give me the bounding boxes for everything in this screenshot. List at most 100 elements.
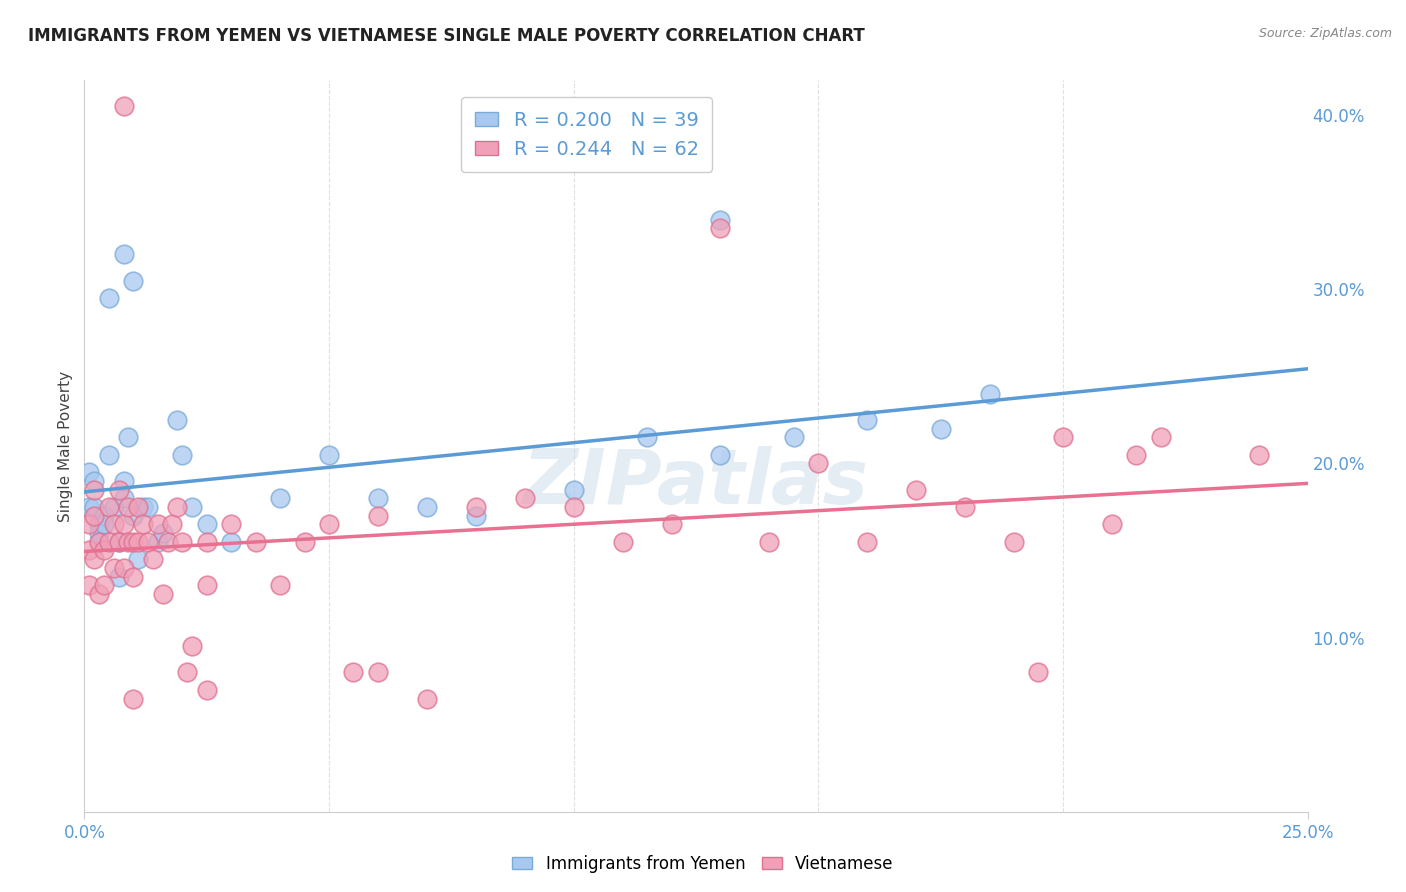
Point	[1028, 665, 1050, 680]
Point	[87, 534, 110, 549]
Point	[1101, 517, 1123, 532]
Point	[416, 691, 439, 706]
Point	[807, 457, 830, 471]
Point	[1150, 430, 1173, 444]
Point	[269, 491, 291, 506]
Point	[112, 561, 135, 575]
Point	[112, 99, 135, 113]
Point	[103, 561, 125, 575]
Point	[112, 247, 135, 261]
Point	[1247, 448, 1270, 462]
Point	[636, 430, 658, 444]
Point	[93, 517, 115, 532]
Point	[87, 517, 110, 532]
Point	[562, 500, 585, 514]
Point	[136, 500, 159, 514]
Point	[122, 691, 145, 706]
Point	[122, 274, 145, 288]
Point	[146, 517, 169, 532]
Point	[97, 448, 120, 462]
Text: Source: ZipAtlas.com: Source: ZipAtlas.com	[1258, 27, 1392, 40]
Point	[127, 500, 149, 514]
Point	[245, 534, 267, 549]
Point	[112, 517, 135, 532]
Point	[107, 483, 129, 497]
Point	[152, 526, 174, 541]
Point	[77, 500, 100, 514]
Point	[136, 534, 159, 549]
Point	[367, 508, 389, 523]
Legend: R = 0.200   N = 39, R = 0.244   N = 62: R = 0.200 N = 39, R = 0.244 N = 62	[461, 97, 713, 172]
Point	[93, 578, 115, 592]
Point	[1052, 430, 1074, 444]
Point	[219, 517, 242, 532]
Point	[87, 534, 110, 549]
Point	[87, 526, 110, 541]
Point	[132, 500, 155, 514]
Text: ZIPatlas: ZIPatlas	[523, 446, 869, 519]
Point	[269, 578, 291, 592]
Point	[195, 578, 218, 592]
Point	[122, 534, 145, 549]
Point	[856, 534, 879, 549]
Point	[416, 500, 439, 514]
Point	[905, 483, 928, 497]
Point	[367, 665, 389, 680]
Point	[195, 682, 218, 697]
Point	[83, 508, 105, 523]
Point	[93, 543, 115, 558]
Point	[97, 500, 120, 514]
Text: IMMIGRANTS FROM YEMEN VS VIETNAMESE SINGLE MALE POVERTY CORRELATION CHART: IMMIGRANTS FROM YEMEN VS VIETNAMESE SING…	[28, 27, 865, 45]
Point	[107, 569, 129, 583]
Point	[117, 500, 139, 514]
Point	[117, 534, 139, 549]
Point	[77, 465, 100, 479]
Point	[318, 517, 340, 532]
Point	[166, 413, 188, 427]
Point	[176, 665, 198, 680]
Point	[107, 534, 129, 549]
Point	[953, 500, 976, 514]
Point	[783, 430, 806, 444]
Point	[342, 665, 364, 680]
Point	[103, 517, 125, 532]
Point	[709, 221, 731, 235]
Y-axis label: Single Male Poverty: Single Male Poverty	[58, 370, 73, 522]
Point	[77, 578, 100, 592]
Point	[156, 534, 179, 549]
Point	[661, 517, 683, 532]
Point	[107, 534, 129, 549]
Point	[93, 508, 115, 523]
Point	[612, 534, 634, 549]
Point	[97, 291, 120, 305]
Point	[1002, 534, 1025, 549]
Point	[162, 517, 184, 532]
Point	[181, 500, 204, 514]
Point	[464, 500, 486, 514]
Point	[142, 552, 165, 566]
Point	[122, 508, 145, 523]
Point	[464, 508, 486, 523]
Point	[77, 543, 100, 558]
Point	[318, 448, 340, 462]
Point	[127, 534, 149, 549]
Point	[112, 474, 135, 488]
Point	[77, 517, 100, 532]
Point	[195, 517, 218, 532]
Point	[83, 552, 105, 566]
Point	[758, 534, 780, 549]
Point	[219, 534, 242, 549]
Point	[709, 448, 731, 462]
Point	[103, 500, 125, 514]
Point	[127, 552, 149, 566]
Point	[856, 413, 879, 427]
Point	[367, 491, 389, 506]
Point	[195, 534, 218, 549]
Point	[562, 483, 585, 497]
Point	[122, 569, 145, 583]
Point	[83, 474, 105, 488]
Point	[112, 491, 135, 506]
Point	[513, 491, 536, 506]
Point	[294, 534, 316, 549]
Point	[172, 534, 194, 549]
